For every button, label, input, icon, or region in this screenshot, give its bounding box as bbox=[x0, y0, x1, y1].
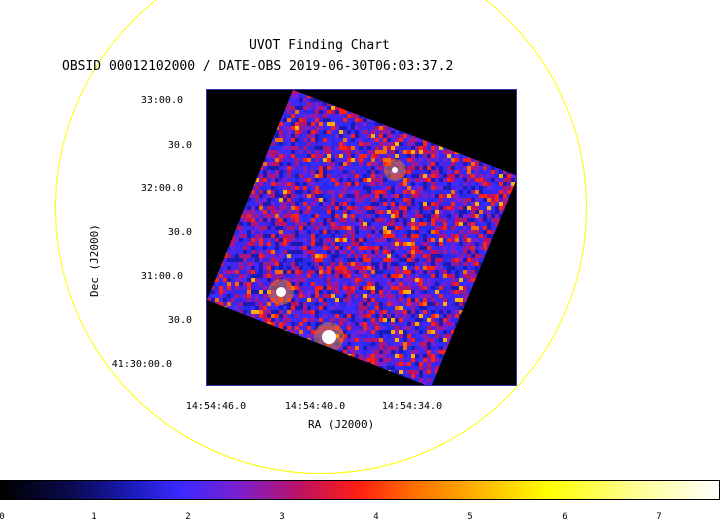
chart-subtitle: OBSID 00012102000 / DATE-OBS 2019-06-30T… bbox=[62, 59, 453, 74]
y-tick-label: 41:30:00.0 bbox=[92, 359, 172, 370]
heatmap-image bbox=[207, 90, 517, 386]
x-tick-label: 14:54:34.0 bbox=[382, 401, 442, 412]
x-tick-label: 14:54:46.0 bbox=[186, 401, 246, 412]
chart-title: UVOT Finding Chart bbox=[249, 38, 390, 53]
y-tick-label: 31:00.0 bbox=[103, 271, 183, 282]
colorbar bbox=[0, 480, 720, 500]
y-tick-label: 33:00.0 bbox=[103, 95, 183, 106]
y-tick-label: 30.0 bbox=[112, 227, 192, 238]
detector-pixels bbox=[207, 90, 517, 386]
x-tick-label: 14:54:40.0 bbox=[285, 401, 345, 412]
bright-source bbox=[392, 167, 398, 173]
y-tick-label: 30.0 bbox=[112, 140, 192, 151]
bright-source bbox=[322, 330, 336, 344]
y-tick-label: 32:00.0 bbox=[103, 183, 183, 194]
bright-source bbox=[276, 287, 286, 297]
y-axis-label: Dec (J2000) bbox=[88, 224, 101, 297]
image-plot-area bbox=[206, 89, 517, 386]
x-axis-label: RA (J2000) bbox=[308, 418, 374, 431]
y-tick-label: 30.0 bbox=[112, 315, 192, 326]
